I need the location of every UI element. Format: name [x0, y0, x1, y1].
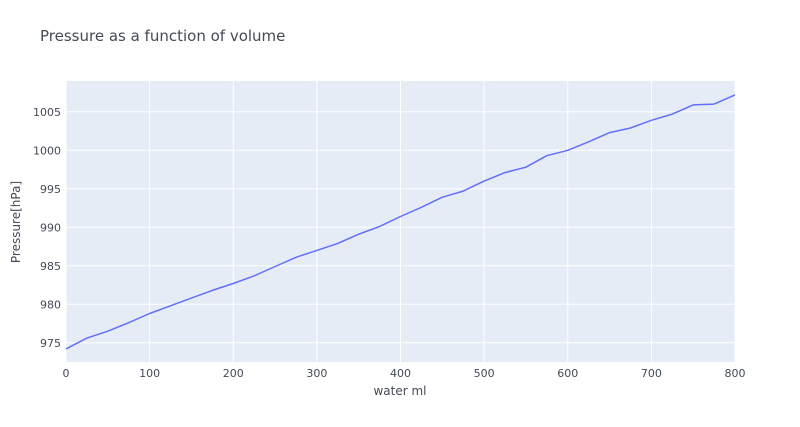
y-tick-label: 995: [40, 183, 61, 196]
x-tick-label: 500: [474, 367, 495, 380]
x-tick-label: 800: [725, 367, 746, 380]
x-axis-label: water ml: [373, 384, 426, 398]
chart-title: Pressure as a function of volume: [40, 27, 285, 45]
y-tick-label: 1005: [33, 106, 61, 119]
x-axis: 0 100 200 300 400 500 600 700 800: [63, 367, 746, 380]
y-tick-label: 975: [40, 337, 61, 350]
y-tick-label: 990: [40, 221, 61, 234]
grid: [65, 81, 736, 362]
x-tick-label: 700: [641, 367, 662, 380]
series-layer: [65, 94, 736, 350]
series-line: [65, 94, 736, 350]
y-tick-label: 980: [40, 298, 61, 311]
y-tick-label: 985: [40, 260, 61, 273]
x-tick-label: 600: [557, 367, 578, 380]
x-tick-label: 0: [63, 367, 70, 380]
x-tick-label: 300: [306, 367, 327, 380]
x-tick-label: 100: [139, 367, 160, 380]
y-axis: 975 980 985 990 995 1000 1005: [33, 106, 61, 350]
y-axis-label: Pressure[hPa]: [9, 181, 23, 263]
x-tick-label: 200: [223, 367, 244, 380]
y-tick-label: 1000: [33, 144, 61, 157]
x-tick-label: 400: [390, 367, 411, 380]
